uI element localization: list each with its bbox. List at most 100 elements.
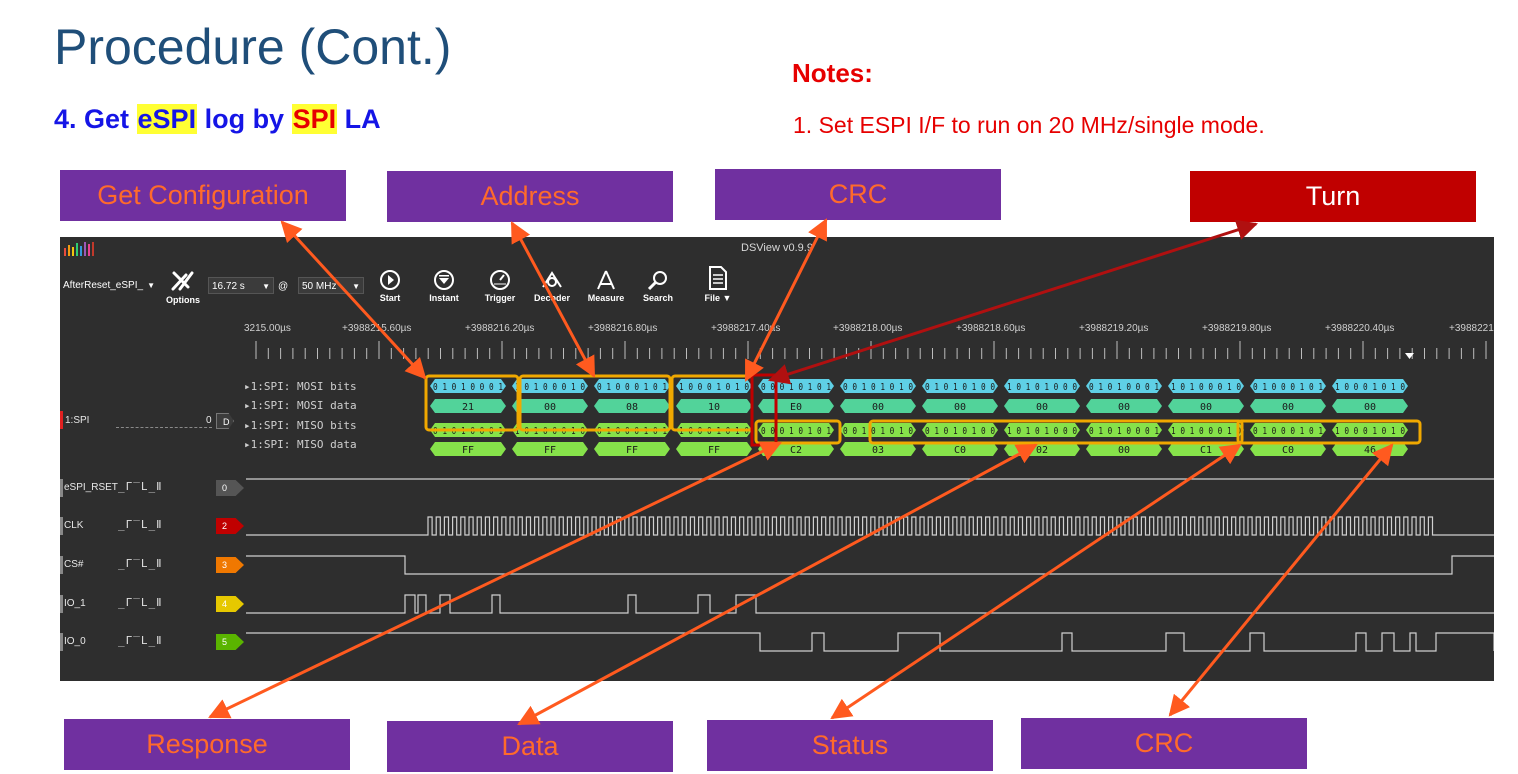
decoder-badge[interactable]: D xyxy=(216,413,234,429)
channel-name[interactable]: CLK xyxy=(64,520,84,531)
miso-bits-cell xyxy=(1004,423,1080,437)
mosi-bits-cell-text: 0 1 0 1 0 0 0 1 xyxy=(1089,382,1159,393)
time-tick-label: +3988220.40µs xyxy=(1325,323,1395,334)
mosi-bits-cell xyxy=(594,379,670,393)
trigger-gauge-icon xyxy=(490,270,510,290)
channel-marker xyxy=(60,517,63,535)
mosi-data-value: 00 xyxy=(954,402,966,413)
file-icon xyxy=(709,266,727,290)
miso-data-value: C0 xyxy=(954,445,966,456)
miso-bits-cell xyxy=(1168,423,1244,437)
measure-compass-icon xyxy=(597,270,615,290)
options-button[interactable]: Options xyxy=(164,267,202,305)
instant-button[interactable]: Instant xyxy=(424,269,464,303)
row-miso-bits: ▸1:SPI: MISO bits xyxy=(244,419,357,432)
channel-marker xyxy=(60,595,63,613)
instant-label: Instant xyxy=(429,293,459,303)
mosi-bits-cell-text: 0 1 0 0 0 1 0 1 xyxy=(1253,382,1323,393)
duration-select[interactable]: 16.72 s ▼ xyxy=(208,277,274,294)
miso-data-value: C2 xyxy=(790,445,802,456)
mosi-data-value: 00 xyxy=(872,402,884,413)
mosi-data-value: 00 xyxy=(1200,402,1212,413)
miso-bits-cell-text: 1 0 1 0 1 0 0 0 xyxy=(1007,426,1077,437)
instant-icon xyxy=(434,270,454,290)
search-button[interactable]: Search xyxy=(638,269,678,303)
mosi-data-value: 00 xyxy=(1118,402,1130,413)
channel-name[interactable]: IO_0 xyxy=(64,636,86,647)
time-tick-label: +3988216.20µs xyxy=(465,323,535,334)
channel-name[interactable]: eSPI_RSET xyxy=(64,482,118,493)
time-tick-label: +3988221 xyxy=(1449,323,1494,334)
mosi-bits-cell-text: 0 1 0 1 0 0 0 1 xyxy=(433,382,503,393)
mosi-bits-cell-text: 0 0 1 0 1 0 1 0 xyxy=(843,382,913,393)
step-heading: 4. Get eSPI log by SPI LA xyxy=(54,104,381,135)
mosi-data-cell xyxy=(594,399,670,413)
session-select[interactable]: AfterReset_eSPI_ ▼ xyxy=(60,277,158,294)
mosi-bits-cell-text: 1 0 0 0 1 0 1 0 xyxy=(679,382,749,393)
mosi-bits-cell-text: 0 1 0 0 0 1 0 1 xyxy=(597,382,667,393)
trigger-options[interactable]: _Г‾L_Ⅱ xyxy=(118,634,163,647)
miso-data-value: 00 xyxy=(1118,445,1130,456)
mosi-highlight-box xyxy=(424,374,520,432)
file-button[interactable]: File ▼ xyxy=(692,265,744,303)
trigger-options[interactable]: _Г‾L_Ⅱ xyxy=(118,596,163,609)
mosi-data-cell xyxy=(1004,399,1080,413)
trigger-label: Trigger xyxy=(484,293,516,303)
duration-dropdown-icon: ▼ xyxy=(262,282,270,291)
callout-response: Response xyxy=(64,719,350,770)
mosi-bits-cell-text: 1 0 1 0 0 0 1 0 xyxy=(515,382,585,393)
mosi-data-cell xyxy=(676,399,752,413)
dsview-window: DSView v0.9.9 AfterReset_eSPI_ ▼ Options … xyxy=(60,237,1494,681)
trigger-options[interactable]: _Г‾L_Ⅱ xyxy=(118,518,163,531)
mosi-data-cell xyxy=(430,399,506,413)
miso-bits-cell-text: 0 0 1 0 1 0 1 0 xyxy=(843,426,913,437)
miso-data-value: 03 xyxy=(872,445,884,456)
time-tick-label: +3988216.80µs xyxy=(588,323,658,334)
channel-marker xyxy=(60,633,63,651)
trigger-options[interactable]: _Г‾L_Ⅱ xyxy=(118,480,163,493)
miso-bits-cell xyxy=(1250,423,1326,437)
miso-bits-cell-text: 0 1 0 0 0 1 0 1 xyxy=(1253,426,1323,437)
duration-value: 16.72 s xyxy=(212,281,245,292)
miso-highlight-box xyxy=(754,419,842,445)
measure-button[interactable]: Measure xyxy=(584,269,628,303)
channel-name[interactable]: CS# xyxy=(64,559,84,570)
callout-address: Address xyxy=(387,171,673,222)
callout-data: Data xyxy=(387,721,673,772)
search-icon xyxy=(647,271,667,291)
file-dropdown-icon: ▼ xyxy=(722,293,732,303)
dsview-logo-icon xyxy=(64,242,94,256)
mosi-data-cell xyxy=(1250,399,1326,413)
mosi-data-cell xyxy=(922,399,998,413)
callout-crc-top: CRC xyxy=(715,169,1001,220)
note-1: 1. Set ESPI I/F to run on 20 MHz/single … xyxy=(793,112,1265,138)
mosi-bits-cell-text: 1 0 1 0 0 0 1 0 xyxy=(1171,382,1241,393)
step-spi: SPI xyxy=(291,104,338,134)
trigger-button[interactable]: Trigger xyxy=(480,269,520,303)
cursor-marker-icon xyxy=(1405,353,1414,359)
mosi-bits-cell xyxy=(1332,379,1408,393)
miso-bits-cell-text: 0 1 0 1 0 1 0 0 xyxy=(925,426,995,437)
miso-data-value: FF xyxy=(544,445,556,456)
mosi-data-cell xyxy=(512,399,588,413)
miso-data-value: FF xyxy=(462,445,474,456)
search-label: Search xyxy=(642,293,674,303)
channel-marker xyxy=(60,479,63,497)
decoder-track: 0 1 0 1 0 0 0 1 21 1 0 1 0 0 0 1 0 00 0 1 0 … xyxy=(424,373,1422,456)
mosi-data-value: 00 xyxy=(1036,402,1048,413)
file-label: File ▼ xyxy=(704,293,732,303)
mosi-bits-cell xyxy=(430,379,506,393)
mosi-data-value: 00 xyxy=(544,402,556,413)
mosi-bits-cell-text: 0 0 0 1 0 1 0 1 xyxy=(761,382,831,393)
mosi-data-cell xyxy=(1086,399,1162,413)
step-prefix: 4. Get xyxy=(54,104,137,134)
miso-bits-cell-text: 0 1 0 1 0 0 0 1 xyxy=(1089,426,1159,437)
decoder-dash xyxy=(116,427,212,428)
measure-label: Measure xyxy=(587,293,625,303)
mosi-data-value: E0 xyxy=(790,402,802,413)
channel-name[interactable]: IO_1 xyxy=(64,598,86,609)
miso-data-value: 46 xyxy=(1364,445,1376,456)
trigger-options[interactable]: _Г‾L_Ⅱ xyxy=(118,557,163,570)
miso-bits-cell xyxy=(1332,423,1408,437)
slide-title: Procedure (Cont.) xyxy=(54,19,452,75)
